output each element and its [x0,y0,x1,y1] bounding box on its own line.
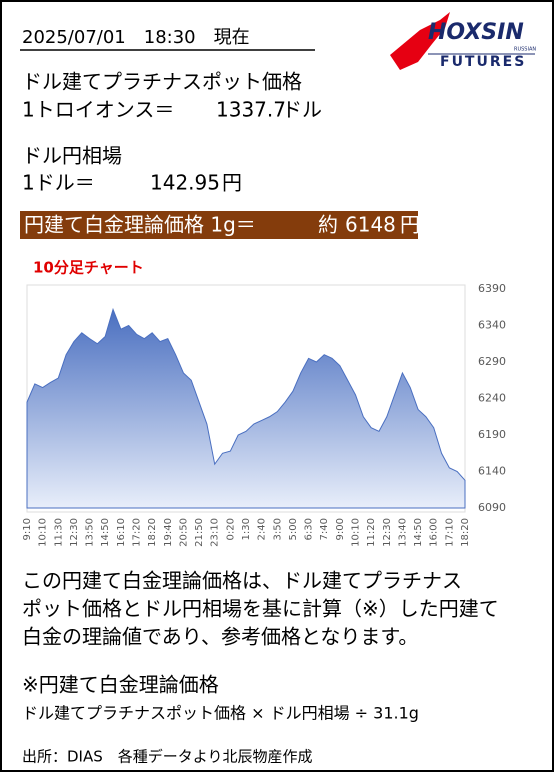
theory-approx: 約 [318,213,338,237]
x-tick-label: 7:40 [319,518,330,540]
x-tick-label: 3:50 [272,518,283,540]
x-tick-label: 10:10 [351,518,362,547]
y-tick-label: 6290 [478,355,506,368]
x-tick-label: 0:20 [225,518,236,540]
x-tick-label: 6:30 [304,518,315,540]
formula-title: ※円建て白金理論価格 [22,673,219,697]
banner [20,211,418,239]
logo-name: HOXSIN [428,20,524,45]
theory-value: 6148 [345,213,396,237]
x-tick-label: 10:10 [38,518,49,547]
plot-area [26,284,466,513]
x-tick-label: 20:50 [178,518,189,547]
platinum-unit: ドル [282,98,322,122]
x-tick-label: 9:10 [22,518,33,540]
logo-tag: RUSSIAN [514,47,536,53]
x-tick-label: 1:30 [241,518,252,540]
y-tick-label: 6190 [478,428,506,441]
note-line: 白金の理論値であり、参考価格となります。 [22,625,418,649]
x-tick-label: 12:30 [382,518,393,547]
x-tick-label: 17:20 [132,518,143,547]
x-tick-label: 11:20 [366,518,377,547]
x-tick-label: 18:20 [147,518,158,547]
x-tick-label: 16:10 [116,518,127,547]
y-tick-label: 6140 [478,465,506,478]
usdjpy-label: ドル円相場 [22,144,122,168]
chart-title: 10分足チャート [33,259,144,277]
logo: HOXSIN RUSSIAN FUTURES [390,12,536,70]
x-tick-label: 14:50 [413,518,424,547]
y-tick-label: 6090 [478,501,506,514]
x-tick-label: 17:10 [444,518,455,547]
note-line: この円建て白金理論価格は、ドル建てプラチナス [22,569,462,593]
x-tick-label: 2:40 [257,518,268,540]
y-tick-label: 6240 [478,392,506,405]
usdjpy-value: 142.95 [150,171,220,195]
platinum-value: 1337.7 [216,98,286,122]
logo-sub: FUTURES [440,54,526,70]
usdjpy-unit: 円 [222,171,242,195]
area [26,307,466,509]
platinum-unit-label: 1トロイオンス＝ [22,98,174,122]
x-tick-label: 21:50 [194,518,205,547]
timestamp: 2025/07/01 18:30 現在 [22,27,250,48]
note-line: ポット価格とドル円相場を基に計算（※）した円建て [22,597,499,621]
y-tick-label: 6340 [478,319,506,332]
x-tick-label: 19:40 [163,518,174,547]
x-tick-label: 14:50 [100,518,111,547]
x-tick-label: 23:10 [210,518,221,547]
formula: ドル建てプラチナスポット価格 × ドル円相場 ÷ 31.1g [22,704,419,723]
x-tick-label: 9:00 [335,518,346,540]
x-tick-label: 13:40 [397,518,408,547]
x-tick-label: 12:30 [69,518,80,547]
theory-unit: 円 [400,213,420,237]
x-tick-label: 13:50 [85,518,96,547]
theory-label: 円建て白金理論価格 1g＝ [24,213,256,237]
x-tick-label: 18:20 [460,518,471,547]
x-tick-label: 16:00 [429,518,440,547]
x-tick-label: 5:00 [288,518,299,540]
logo-mark [390,12,450,70]
platinum-label: ドル建てプラチナスポット価格 [22,70,302,94]
y-tick-label: 6390 [478,282,506,295]
usdjpy-unit-label: 1ドル＝ [22,171,95,195]
x-tick-label: 11:30 [53,518,64,547]
source: 出所：DIAS 各種データより北辰物産作成 [22,748,312,766]
